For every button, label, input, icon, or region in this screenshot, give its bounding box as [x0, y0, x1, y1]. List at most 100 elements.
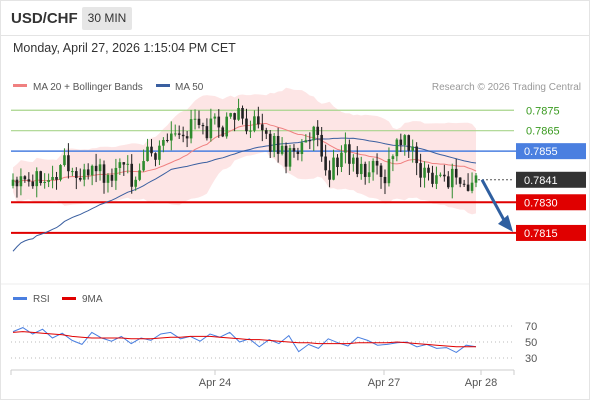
candle-body	[82, 169, 86, 180]
candle-body	[98, 164, 102, 172]
candle-body	[71, 171, 74, 173]
ma20-legend-label: MA 20 + Bollinger Bands	[33, 82, 143, 93]
candle-body	[296, 151, 300, 155]
pivot-label-box-3	[516, 143, 586, 160]
candle-body	[27, 179, 31, 182]
candle-body	[51, 176, 54, 181]
candle-body	[43, 181, 46, 184]
candle-body	[217, 116, 221, 128]
candle-body	[75, 171, 78, 178]
candle-body	[312, 126, 316, 141]
candle-body	[166, 139, 169, 141]
candle-body	[39, 171, 43, 184]
candle-body	[138, 170, 141, 180]
candle-body	[399, 139, 403, 146]
candle-body	[209, 118, 213, 139]
candle-body	[19, 176, 23, 187]
candle-body	[458, 177, 462, 184]
candle-body	[249, 130, 252, 132]
candle-body	[300, 142, 304, 155]
candle-body	[130, 163, 134, 187]
candle-body	[328, 170, 331, 180]
candle-body	[173, 133, 177, 135]
candle-body	[340, 152, 343, 168]
candle-body	[102, 164, 106, 183]
candle-body	[272, 136, 276, 152]
candle-body	[35, 171, 39, 187]
x-tick-label: Apr 28	[465, 377, 497, 389]
candle-body	[142, 161, 145, 171]
candle-body	[359, 163, 363, 175]
forecast-arrow-head	[498, 214, 513, 232]
candle-body	[134, 179, 137, 187]
candle-body	[126, 163, 130, 165]
rsi-tick-50: 50	[525, 337, 537, 349]
candle-body	[304, 140, 308, 143]
candle-body	[474, 175, 478, 183]
candle-body	[78, 177, 82, 180]
support-label-box-4	[516, 194, 586, 211]
candle-body	[288, 148, 292, 167]
candle-body	[229, 113, 232, 117]
candle-body	[31, 181, 35, 187]
candle-body	[443, 174, 446, 177]
candle-body	[55, 176, 58, 180]
candle-body	[462, 183, 466, 185]
support-label-box-5	[516, 224, 586, 241]
candle-body	[114, 167, 118, 181]
candle-body	[435, 175, 438, 184]
candle-body	[181, 134, 185, 137]
candle-body	[320, 134, 323, 157]
candle-body	[122, 162, 126, 165]
candle-body	[419, 163, 422, 178]
candle-body	[59, 165, 62, 180]
support-label-5: 0.7815	[524, 228, 558, 240]
candle-body	[316, 126, 320, 135]
candle-body	[348, 144, 351, 164]
candle-body	[336, 157, 339, 168]
ma20-line	[12, 122, 477, 184]
candle-body	[197, 118, 201, 125]
candles	[11, 98, 478, 199]
candle-body	[189, 119, 193, 139]
candle-body	[466, 184, 470, 191]
timeframe-badge[interactable]: 30 MIN	[82, 7, 132, 30]
candle-body	[201, 124, 205, 127]
candle-body	[332, 157, 335, 180]
candle-body	[253, 116, 256, 131]
candle-body	[411, 146, 414, 151]
candle-body	[225, 116, 228, 137]
ma9-legend-label: 9MA	[82, 294, 103, 305]
current-price-label: 0.7841	[524, 175, 558, 187]
candle-body	[280, 145, 284, 154]
candle-body	[15, 179, 19, 187]
candle-body	[90, 165, 94, 176]
ma20-legend-swatch	[13, 84, 27, 87]
candle-body	[431, 172, 434, 184]
candle-body	[11, 179, 15, 186]
candle-body	[213, 116, 217, 119]
candle-body	[324, 156, 327, 171]
candle-body	[261, 124, 264, 131]
resistance-label-1: 0.7875	[526, 105, 560, 117]
candle-body	[427, 167, 430, 173]
candle-body	[110, 174, 114, 181]
credit-text: Research © 2026 Trading Central	[432, 82, 581, 93]
pivot-label-3: 0.7855	[524, 146, 558, 158]
candle-body	[169, 133, 173, 141]
x-tick-label: Apr 27	[368, 377, 400, 389]
candle-body	[454, 168, 458, 178]
candle-body	[177, 133, 181, 135]
candle-body	[344, 144, 347, 153]
candle-body	[94, 165, 98, 172]
candle-body	[86, 169, 90, 176]
current-price-box	[516, 171, 586, 188]
candle-body	[292, 148, 296, 152]
candle-body	[367, 172, 371, 177]
x-axis: Apr 24 Apr 27 Apr 28	[10, 370, 515, 389]
timestamp: Monday, April 27, 2026 1:15:04 PM CET	[13, 41, 236, 55]
candle-body	[185, 136, 189, 139]
candle-body	[371, 160, 375, 173]
rsi-tick-70: 70	[525, 321, 537, 333]
